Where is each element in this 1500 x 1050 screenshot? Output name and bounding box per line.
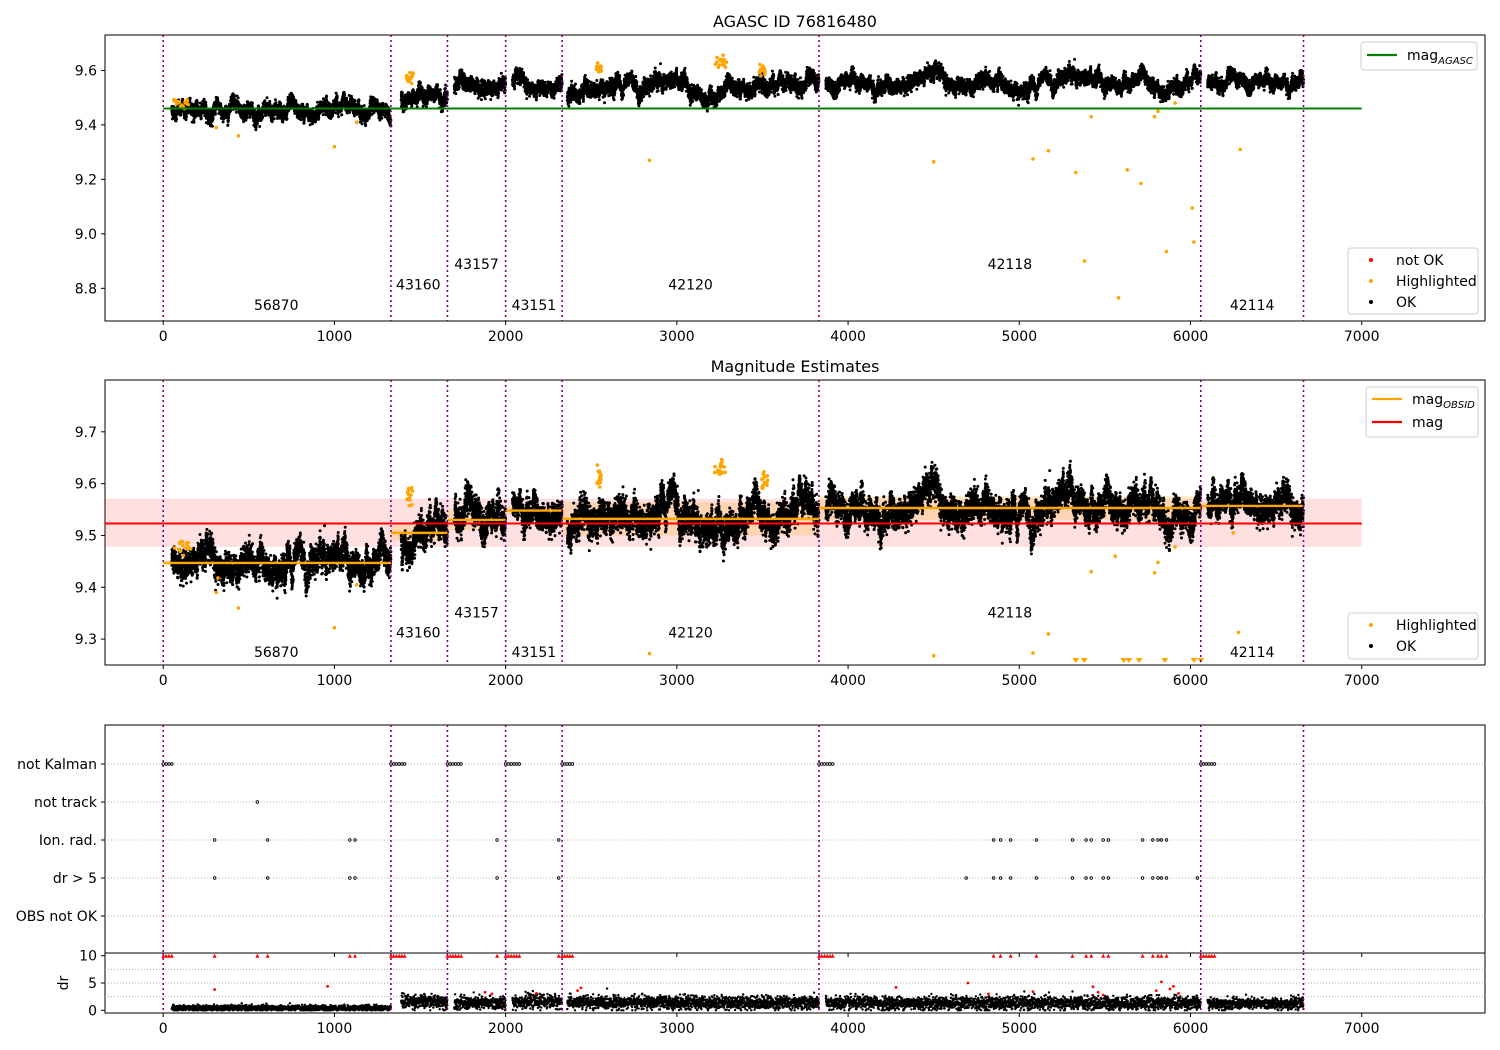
- ok-point: [331, 114, 334, 117]
- ok-point: [228, 113, 231, 116]
- ok-point: [303, 122, 306, 125]
- ok-point: [237, 96, 240, 99]
- ok-point: [281, 121, 284, 124]
- ok-point: [337, 115, 340, 118]
- ok-point: [185, 118, 188, 121]
- ok-point: [301, 103, 304, 106]
- ok-point: [217, 100, 220, 103]
- ok-point: [227, 117, 230, 120]
- ok-point: [193, 121, 196, 124]
- ok-point: [335, 92, 338, 95]
- ok-point: [325, 95, 328, 98]
- ok-point: [266, 96, 269, 99]
- ok-point: [279, 102, 282, 105]
- ok-point: [317, 116, 320, 119]
- ok-point: [226, 123, 229, 126]
- ok-point: [340, 113, 343, 116]
- ok-point: [286, 117, 289, 120]
- ok-point: [306, 103, 309, 106]
- panel-agasc-magnitude: AGASC ID 7681648056870431604315743151421…: [75, 12, 1485, 345]
- ok-point: [329, 103, 332, 106]
- ok-point: [258, 125, 261, 128]
- ok-point: [316, 101, 319, 104]
- ok-point: [185, 115, 188, 118]
- chart-title: AGASC ID 76816480: [713, 12, 877, 31]
- ok-point: [334, 111, 337, 114]
- figure: AGASC ID 7681648056870431604315743151421…: [0, 0, 1500, 1050]
- ok-point: [227, 119, 230, 122]
- ok-point: [196, 101, 199, 104]
- ok-point: [294, 99, 297, 102]
- ok-point: [211, 125, 214, 128]
- ok-point: [214, 113, 217, 116]
- ok-point: [261, 115, 264, 118]
- ok-point: [336, 96, 339, 99]
- ok-point: [212, 117, 215, 120]
- ok-point: [251, 102, 254, 105]
- ok-point: [181, 98, 184, 101]
- ok-point: [233, 94, 236, 97]
- ok-point: [255, 126, 258, 129]
- ok-point: [273, 117, 276, 120]
- ok-point: [274, 98, 277, 101]
- ok-point: [322, 113, 325, 116]
- ok-point: [222, 118, 225, 121]
- ok-point: [200, 116, 203, 119]
- ok-point: [189, 97, 192, 100]
- ok-point: [175, 118, 178, 121]
- ok-point: [246, 116, 249, 119]
- ok-point: [222, 120, 225, 123]
